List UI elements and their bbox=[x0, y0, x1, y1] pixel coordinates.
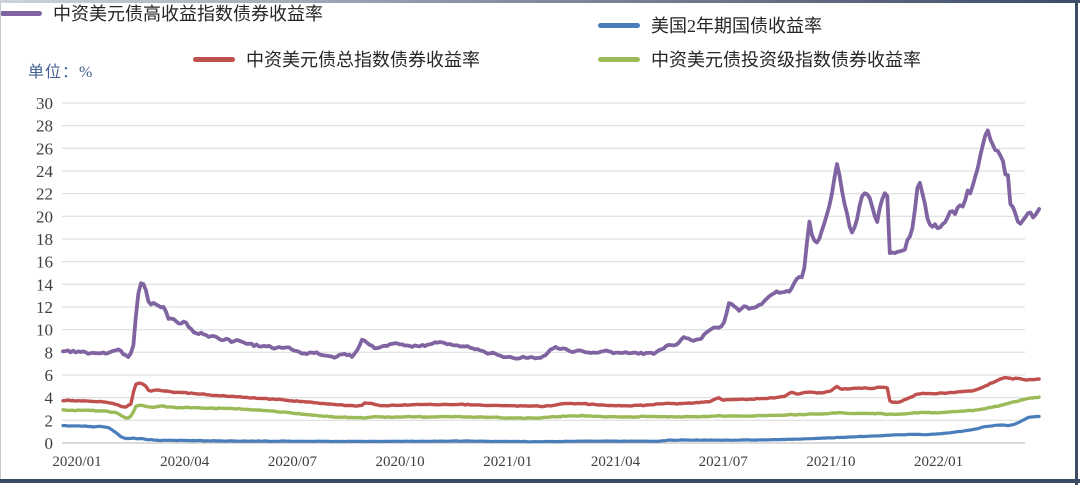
y-tick-label: 18 bbox=[36, 230, 53, 249]
legend-item-total-index: 中资美元债总指数债券收益率 bbox=[193, 46, 480, 72]
y-tick-label: 10 bbox=[36, 321, 53, 340]
series-line-china-usd-bond-investment-grade-index-yield bbox=[61, 395, 1041, 421]
y-tick-label: 16 bbox=[36, 253, 53, 272]
figure-border-top bbox=[0, 0, 1080, 3]
y-tick-label: 20 bbox=[36, 207, 53, 226]
x-tick-label: 2021/04 bbox=[591, 454, 641, 470]
legend-label: 中资美元债投资级指数债券收益率 bbox=[651, 50, 921, 70]
y-tick-label: 26 bbox=[36, 139, 53, 158]
y-tick-label: 30 bbox=[36, 94, 53, 113]
y-tick-label: 4 bbox=[45, 389, 54, 408]
y-tick-label: 8 bbox=[45, 343, 54, 362]
y-tick-label: 28 bbox=[36, 117, 53, 136]
x-tick-label: 2020/04 bbox=[160, 454, 210, 470]
x-tick-label: 2022/01 bbox=[914, 454, 963, 470]
x-tick-label: 2020/10 bbox=[376, 454, 425, 470]
y-tick-label: 22 bbox=[36, 185, 53, 204]
y-tick-label: 14 bbox=[36, 275, 54, 294]
series-line-china-usd-bond-total-index-yield bbox=[61, 375, 1041, 409]
figure-border-right bbox=[1075, 0, 1078, 485]
legend-line-swatch-blue bbox=[598, 22, 640, 28]
figure-border-bottom bbox=[0, 479, 1080, 483]
x-tick-label: 2021/10 bbox=[806, 454, 855, 470]
legend-item-investment-grade-index: 中资美元债投资级指数债券收益率 bbox=[598, 46, 921, 72]
legend-label: 中资美元债总指数债券收益率 bbox=[246, 50, 480, 70]
legend-line-swatch-purple bbox=[0, 10, 42, 16]
legend-item-us-2y-treasury: 美国2年期国债收益率 bbox=[598, 12, 822, 38]
x-tick-label: 2021/07 bbox=[699, 454, 749, 470]
y-tick-label: 6 bbox=[45, 366, 54, 385]
y-tick-label: 2 bbox=[45, 411, 54, 430]
legend-line-swatch-green bbox=[598, 56, 640, 62]
figure-border-left bbox=[0, 0, 1, 483]
x-tick-label: 2021/01 bbox=[483, 454, 532, 470]
y-axis-unit-label: 单位：% bbox=[28, 64, 94, 81]
y-tick-label: 24 bbox=[36, 162, 54, 181]
legend-label: 中资美元债高收益指数债券收益率 bbox=[53, 4, 323, 24]
legend-item-high-yield-index: 中资美元债高收益指数债券收益率 bbox=[0, 0, 323, 26]
x-tick-label: 2020/07 bbox=[268, 454, 318, 470]
series-line-us-2y-treasury-yield bbox=[61, 414, 1041, 444]
y-tick-label: 12 bbox=[36, 298, 53, 317]
legend-line-swatch-red bbox=[193, 56, 235, 62]
y-tick-label: 0 bbox=[45, 434, 54, 453]
series-line-china-usd-bond-high-yield-index-yield bbox=[61, 128, 1041, 361]
x-tick-label: 2020/01 bbox=[52, 454, 101, 470]
legend-label: 美国2年期国债收益率 bbox=[651, 16, 822, 36]
